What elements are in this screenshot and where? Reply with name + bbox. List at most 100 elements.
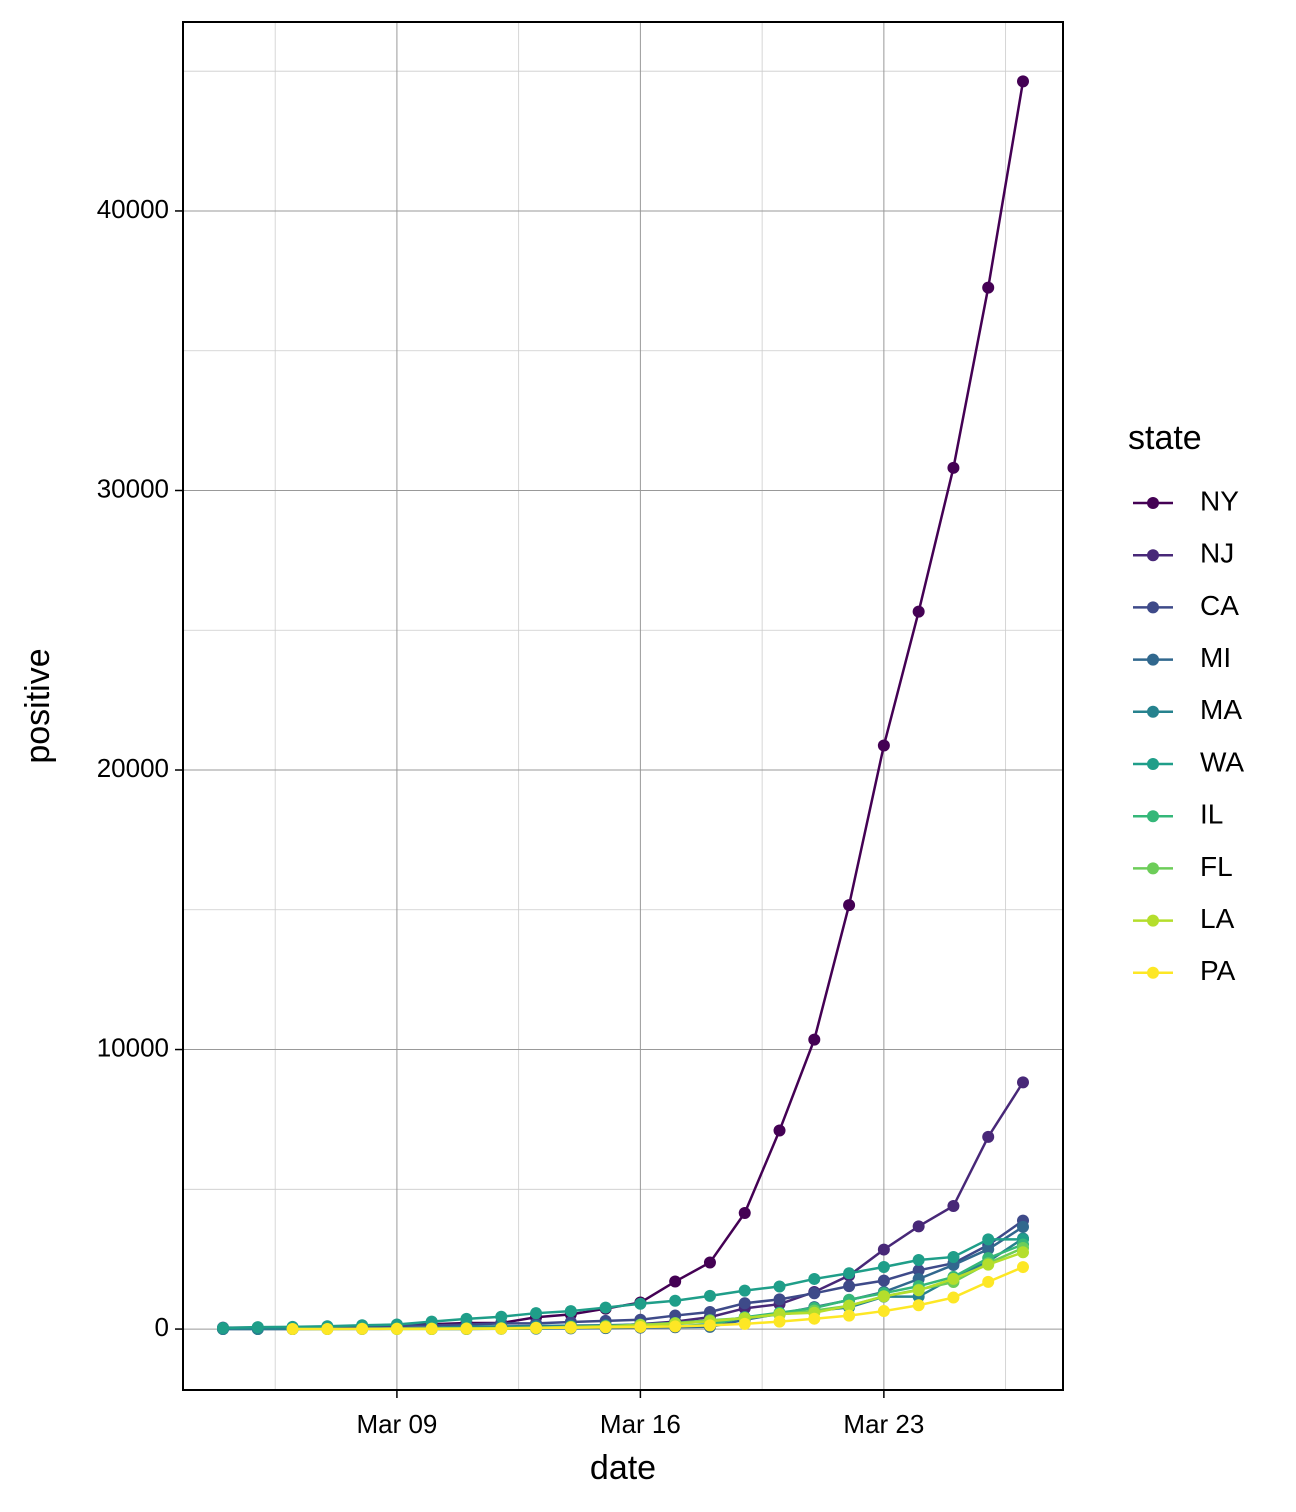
data-point <box>877 1243 890 1256</box>
legend-label: FL <box>1200 851 1233 882</box>
legend-swatch <box>1147 653 1159 666</box>
data-point <box>495 1322 508 1335</box>
data-point <box>912 1284 925 1297</box>
legend-swatch <box>1147 549 1159 562</box>
data-point <box>982 1243 995 1256</box>
data-point <box>460 1312 473 1325</box>
data-point <box>703 1289 716 1302</box>
y-axis-title: positive <box>19 648 57 763</box>
data-point <box>703 1305 716 1318</box>
data-point <box>773 1280 786 1293</box>
legend-swatch <box>1147 966 1159 979</box>
data-point <box>669 1294 682 1307</box>
data-point <box>982 1130 995 1143</box>
y-tick-label: 20000 <box>97 753 169 783</box>
data-point <box>564 1321 577 1334</box>
x-axis-title: date <box>590 1449 656 1487</box>
panel-border <box>182 21 1064 1391</box>
data-point <box>356 1322 369 1335</box>
legend-label: NJ <box>1200 538 1234 569</box>
data-point <box>390 1322 403 1335</box>
data-point <box>912 1254 925 1267</box>
legend-label: MA <box>1200 694 1242 725</box>
legend-label: WA <box>1200 746 1244 777</box>
series-line <box>222 81 1025 1331</box>
data-point <box>843 1280 856 1293</box>
data-point <box>321 1322 334 1335</box>
data-point <box>877 1274 890 1287</box>
data-point <box>425 1322 438 1335</box>
data-point <box>808 1287 821 1300</box>
data-point <box>738 1317 751 1330</box>
legend-swatch <box>1147 914 1159 927</box>
data-point <box>982 281 995 294</box>
data-point <box>877 1305 890 1318</box>
y-tick-label: 30000 <box>97 473 169 503</box>
data-point <box>738 1284 751 1297</box>
data-point <box>877 739 890 752</box>
x-tick-label: Mar 16 <box>600 1409 681 1439</box>
legend-label: CA <box>1200 590 1239 621</box>
data-point <box>251 1321 264 1334</box>
data-point <box>912 1264 925 1277</box>
data-point <box>773 1124 786 1137</box>
data-point <box>877 1260 890 1273</box>
data-point <box>1017 1261 1029 1274</box>
data-point <box>843 899 856 912</box>
data-point <box>599 1301 612 1314</box>
data-point <box>1017 1220 1029 1233</box>
data-point <box>877 1290 890 1303</box>
legend-swatch <box>1147 862 1159 875</box>
data-point <box>460 1322 473 1335</box>
data-point <box>495 1310 508 1323</box>
y-tick-label: 0 <box>155 1312 169 1342</box>
data-point <box>217 1321 229 1334</box>
data-point <box>738 1297 751 1310</box>
legend-label: NY <box>1200 485 1239 516</box>
data-point <box>808 1033 821 1046</box>
data-point <box>947 461 960 474</box>
legend-label: IL <box>1200 799 1223 830</box>
x-tick-label: Mar 09 <box>356 1409 437 1439</box>
legend-label: LA <box>1200 903 1235 934</box>
data-point <box>530 1307 543 1320</box>
legend-swatch <box>1147 497 1159 509</box>
data-point <box>843 1267 856 1280</box>
data-point <box>564 1305 577 1318</box>
data-point <box>947 1200 960 1213</box>
data-point <box>703 1319 716 1332</box>
data-point <box>947 1272 960 1285</box>
data-point <box>843 1309 856 1322</box>
data-point <box>669 1275 682 1288</box>
data-point <box>1017 1246 1029 1259</box>
data-point <box>982 1258 995 1271</box>
data-point <box>912 605 925 618</box>
legend-title: state <box>1128 419 1202 457</box>
data-point <box>738 1207 751 1220</box>
data-point <box>808 1272 821 1285</box>
series-line <box>292 1265 1024 1331</box>
legend-swatch <box>1147 810 1159 823</box>
data-point <box>1017 1076 1029 1089</box>
data-point <box>703 1256 716 1269</box>
data-point <box>808 1312 821 1325</box>
data-point <box>982 1275 995 1288</box>
data-point <box>634 1297 647 1310</box>
data-point <box>773 1315 786 1328</box>
legend-swatch <box>1147 758 1159 770</box>
data-point <box>530 1321 543 1334</box>
data-point <box>286 1323 299 1336</box>
y-tick-label: 40000 <box>97 194 169 224</box>
data-point <box>843 1299 856 1312</box>
legend-label: PA <box>1200 955 1236 986</box>
data-point <box>634 1320 647 1333</box>
legend-label: MI <box>1200 642 1231 673</box>
y-tick-label: 10000 <box>97 1032 169 1062</box>
legend-swatch <box>1147 601 1159 614</box>
data-point <box>947 1250 960 1263</box>
data-point <box>947 1291 960 1304</box>
data-point <box>599 1321 612 1334</box>
legend-swatch <box>1147 705 1159 718</box>
data-point <box>1017 75 1029 88</box>
